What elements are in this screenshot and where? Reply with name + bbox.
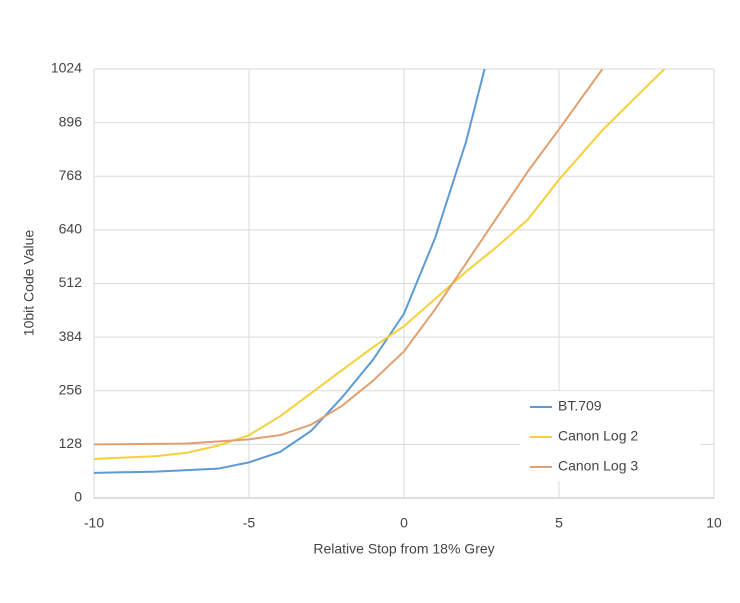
y-axis-label: 10bit Code Value xyxy=(21,230,37,337)
x-tick-label: 10 xyxy=(706,515,722,531)
x-tick-label: 0 xyxy=(400,515,408,531)
y-tick-label: 256 xyxy=(59,381,83,397)
y-tick-label: 0 xyxy=(74,489,82,505)
x-tick-label: -10 xyxy=(84,515,104,531)
x-axis-label: Relative Stop from 18% Grey xyxy=(313,541,494,557)
legend-label: BT.709 xyxy=(558,398,602,414)
y-tick-label: 768 xyxy=(59,167,83,183)
line xyxy=(93,68,486,474)
y-tick-label: 1024 xyxy=(51,60,82,76)
y-tick-label: 128 xyxy=(59,435,83,451)
line xyxy=(93,68,604,446)
y-tick-label: 512 xyxy=(59,274,83,290)
line xyxy=(93,68,666,461)
x-tick-label: -5 xyxy=(243,515,256,531)
legend-label: Canon Log 2 xyxy=(558,428,638,444)
y-tick-label: 640 xyxy=(59,221,83,237)
y-tick-label: 896 xyxy=(59,113,83,129)
x-tick-label: 5 xyxy=(555,515,563,531)
y-tick-label: 384 xyxy=(59,328,83,344)
legend-label: Canon Log 3 xyxy=(558,458,638,474)
